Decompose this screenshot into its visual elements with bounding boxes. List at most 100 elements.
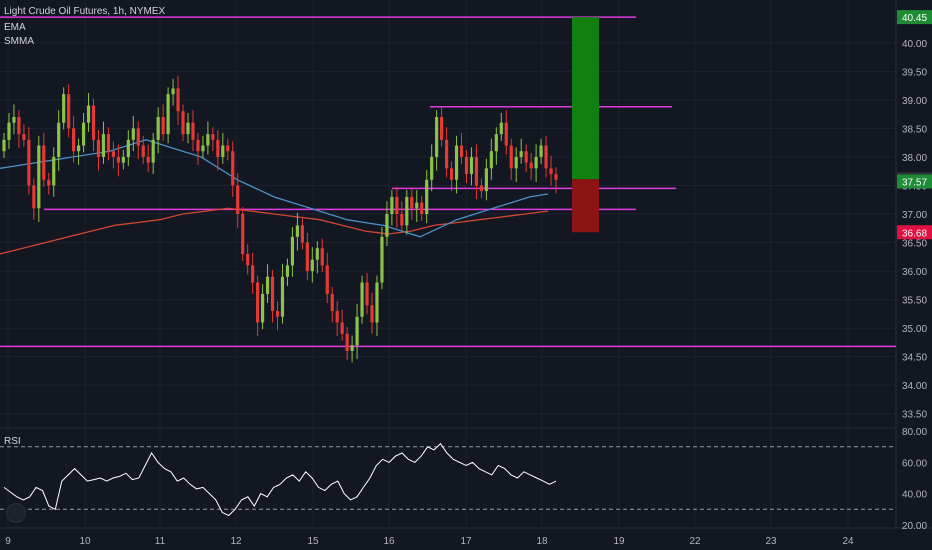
candles [2, 75, 558, 363]
candle-body-97 [484, 168, 488, 192]
candle-body-11 [57, 122, 61, 157]
candle-body-75 [375, 282, 379, 323]
candle-body-53 [265, 276, 270, 294]
price-badge-text-3: 36.68 [902, 228, 927, 239]
target-zone [572, 17, 599, 180]
rsi-tick-label-0: 20.00 [902, 521, 927, 532]
grid-lines [0, 0, 932, 529]
rsi-path [3, 442, 557, 517]
candle-body-82 [410, 196, 414, 209]
price-badge-text-2: 37.57 [902, 177, 927, 188]
candle-body-10 [52, 156, 56, 186]
candle-body-96 [479, 185, 484, 192]
candle-body-40 [201, 145, 205, 152]
candle-body-72 [360, 282, 364, 317]
candle-body-50 [251, 265, 255, 283]
time-tick-label-7: 18 [536, 536, 548, 547]
candle-body-9 [47, 179, 51, 186]
candle-body-94 [469, 156, 474, 175]
symbol-title[interactable]: Light Crude Oil Futures, 1h, NYMEX [4, 6, 166, 17]
candle-body-87 [435, 116, 439, 157]
candle-body-49 [246, 253, 250, 266]
candle-body-30 [151, 139, 155, 163]
price-badge-2 [897, 174, 932, 189]
candle-body-32 [161, 116, 165, 135]
smma-legend[interactable]: SMMA [4, 36, 34, 47]
candle-body-62 [310, 259, 314, 272]
candle-body-36 [181, 111, 185, 135]
price-badge-0 [897, 10, 932, 25]
candle-body-60 [300, 225, 304, 243]
candle-body-4 [22, 134, 26, 140]
long-position-tool[interactable] [572, 17, 599, 233]
candle-body-105 [524, 151, 528, 163]
candle-body-35 [176, 88, 180, 112]
price-tick-label-4: 35.50 [902, 296, 927, 307]
candle-body-31 [156, 116, 160, 140]
candle-body-17 [86, 105, 91, 123]
candle-body-45 [226, 145, 230, 152]
candle-body-93 [464, 156, 469, 175]
candle-body-81 [405, 196, 409, 226]
candle-body-107 [534, 156, 538, 169]
candle-body-44 [221, 145, 225, 157]
candle-body-39 [196, 139, 200, 152]
candle-body-69 [345, 333, 349, 351]
candle-body-59 [295, 225, 300, 237]
candle-body-99 [494, 134, 498, 152]
candle-body-52 [260, 293, 265, 323]
candle-body-85 [425, 179, 429, 214]
candle-body-83 [415, 202, 419, 209]
time-tick-label-1: 10 [79, 536, 91, 547]
smma-path [0, 207, 549, 255]
horizontal-levels[interactable] [0, 16, 896, 348]
candle-body-8 [42, 145, 46, 180]
ema-line [0, 139, 549, 238]
price-tick-label-6: 36.50 [902, 239, 927, 250]
time-tick-label-4: 15 [307, 536, 319, 547]
candle-body-92 [459, 145, 464, 157]
rsi-legend[interactable]: RSI [4, 436, 21, 447]
candle-body-37 [186, 122, 190, 135]
candle-body-7 [37, 145, 41, 209]
candle-body-24 [121, 156, 125, 163]
candle-body-57 [285, 265, 290, 277]
candle-body-56 [280, 276, 285, 317]
candle-body-66 [330, 293, 334, 312]
candle-body-18 [91, 105, 96, 140]
candle-body-89 [444, 139, 449, 169]
time-tick-label-5: 16 [383, 536, 395, 547]
time-tick-label-2: 11 [155, 536, 166, 547]
candle-body-71 [355, 316, 359, 346]
candle-body-63 [315, 248, 319, 260]
candle-body-25 [126, 139, 130, 157]
candle-body-100 [499, 122, 503, 135]
candle-body-38 [191, 122, 195, 140]
candle-body-54 [270, 276, 275, 312]
candle-body-20 [101, 134, 106, 157]
price-tick-label-9: 38.00 [902, 153, 927, 164]
candle-body-88 [440, 116, 444, 140]
candle-body-3 [17, 116, 21, 135]
candle-body-67 [335, 311, 339, 323]
price-tick-label-12: 39.50 [902, 67, 927, 78]
candle-body-95 [474, 156, 479, 186]
candle-body-12 [62, 94, 66, 123]
candle-body-90 [449, 168, 454, 180]
candle-body-22 [111, 151, 116, 157]
time-tick-label-3: 12 [230, 536, 242, 547]
candle-body-1 [7, 122, 11, 140]
price-tick-label-0: 33.50 [902, 410, 927, 421]
candle-body-6 [32, 185, 36, 209]
candle-body-46 [231, 151, 235, 186]
price-tick-label-13: 40.00 [902, 39, 927, 50]
smma-line [0, 207, 549, 255]
candle-body-104 [519, 151, 523, 157]
candle-body-27 [136, 128, 140, 146]
ema-legend[interactable]: EMA [4, 22, 26, 33]
candle-body-65 [325, 265, 329, 294]
candle-body-64 [320, 248, 324, 266]
candle-body-98 [489, 151, 493, 169]
tradingview-logo-icon[interactable] [6, 503, 26, 523]
